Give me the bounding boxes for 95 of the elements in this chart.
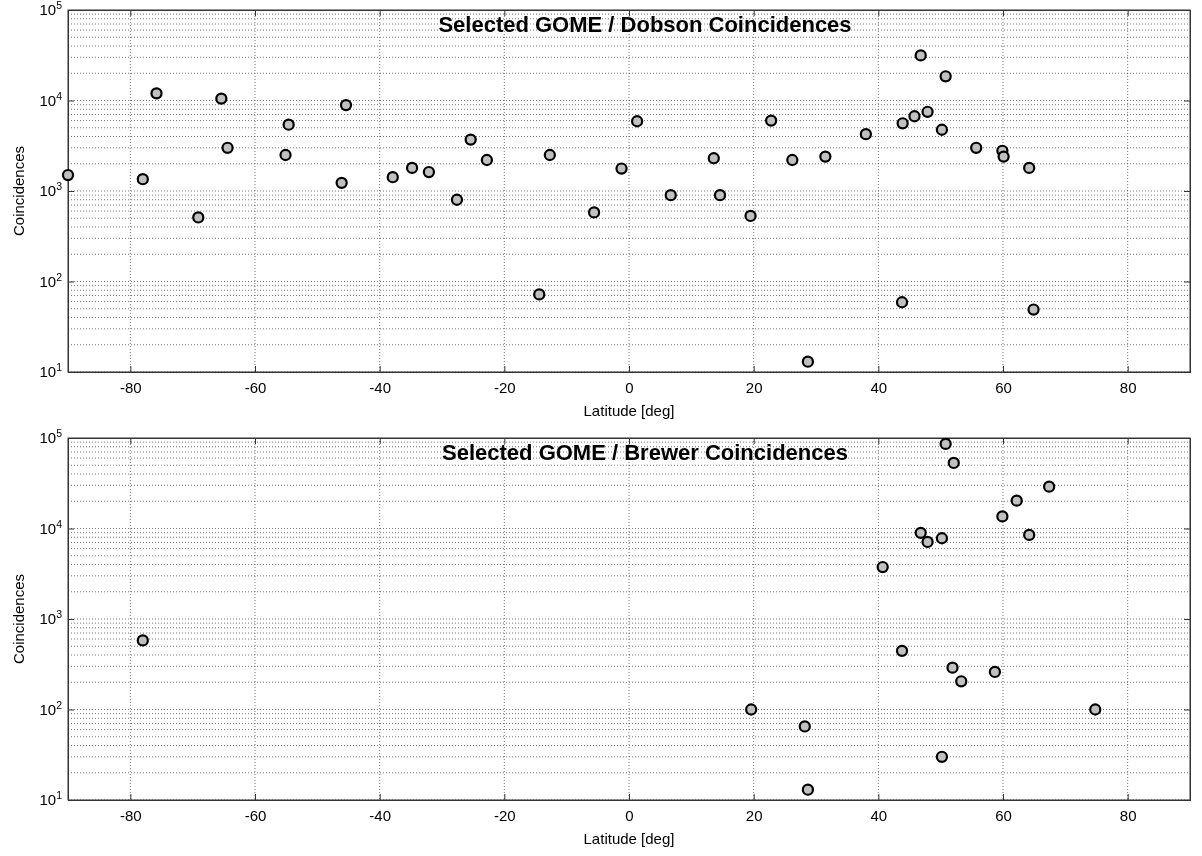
x-tick-label: -20: [493, 806, 516, 824]
x-tick-label: 80: [1119, 378, 1137, 396]
point: [764, 114, 778, 127]
point: [335, 176, 348, 189]
point: [939, 437, 952, 451]
x-tick-label: -40: [369, 378, 392, 396]
point: [798, 720, 811, 733]
point: [1023, 528, 1036, 542]
x-tick-label: -40: [369, 806, 392, 824]
x-tick-label: 0: [625, 806, 634, 824]
point: [801, 783, 815, 796]
point: [744, 209, 757, 223]
point: [150, 87, 163, 100]
point: [61, 168, 75, 182]
x-tick-label: 20: [745, 806, 763, 824]
point: [587, 206, 601, 219]
point: [876, 560, 889, 574]
x-tick-label: -80: [119, 378, 142, 396]
point: [450, 193, 464, 206]
point: [914, 49, 927, 62]
point: [935, 750, 949, 763]
point: [935, 123, 949, 136]
point: [895, 644, 909, 657]
chart-title: Selected GOME / Brewer Coincidences: [442, 440, 848, 465]
point: [895, 296, 909, 309]
point: [1027, 303, 1040, 316]
x-tick-label: 40: [870, 806, 888, 824]
point: [859, 127, 873, 141]
x-axis-title: Latitude [deg]: [583, 402, 675, 419]
chart-title: Selected GOME / Dobson Coincidences: [438, 12, 852, 37]
y-tick-label: 10$^{2}$: [39, 270, 63, 290]
point: [970, 141, 983, 154]
point: [935, 532, 949, 545]
point: [801, 355, 815, 368]
point: [946, 661, 959, 674]
point: [136, 634, 149, 647]
point: [908, 110, 921, 123]
x-tick-label: 40: [870, 378, 888, 396]
y-tick-label: 10$^{3}$: [39, 180, 63, 200]
x-tick-label: -20: [493, 378, 516, 396]
point: [1023, 161, 1036, 175]
point: [1010, 494, 1023, 507]
y-tick-label: 10$^{3}$: [39, 608, 63, 628]
x-axis-title: Latitude [deg]: [583, 830, 675, 847]
x-tick-label: -80: [119, 806, 142, 824]
point: [947, 456, 960, 470]
y-tick-label: 10$^{4}$: [39, 517, 63, 537]
point: [464, 133, 477, 146]
point: [630, 115, 644, 128]
y-tick-label: 10$^{1}$: [39, 361, 63, 381]
point: [996, 510, 1009, 523]
point: [221, 141, 234, 154]
x-tick-label: -60: [244, 378, 267, 396]
point: [1042, 480, 1056, 493]
point: [282, 118, 295, 131]
point: [533, 288, 546, 301]
point: [215, 92, 228, 105]
point: [543, 148, 556, 162]
point: [819, 150, 832, 163]
point: [1089, 703, 1102, 716]
point: [664, 189, 677, 202]
point: [192, 211, 205, 224]
y-tick-label: 10$^{4}$: [39, 89, 63, 109]
point: [939, 70, 952, 83]
y-tick-label: 10$^{5}$: [39, 0, 63, 19]
x-tick-label: 60: [995, 806, 1012, 824]
point: [480, 153, 494, 167]
point: [422, 165, 436, 179]
point: [786, 153, 799, 167]
point: [707, 152, 720, 165]
x-tick-label: 80: [1119, 806, 1137, 824]
point: [896, 117, 909, 130]
x-tick-label: 20: [745, 378, 763, 396]
point: [921, 535, 934, 549]
point: [386, 171, 399, 184]
point: [279, 148, 292, 162]
x-tick-label: 60: [995, 378, 1012, 396]
point: [136, 173, 149, 186]
point: [405, 161, 419, 175]
point: [997, 150, 1010, 163]
point: [955, 675, 968, 688]
y-axis-title: Coincidences: [10, 145, 27, 237]
point: [615, 162, 628, 175]
y-axis-title: Coincidences: [10, 573, 27, 665]
y-tick-label: 10$^{5}$: [39, 427, 63, 447]
point: [745, 703, 758, 716]
point: [339, 98, 353, 112]
point: [921, 105, 934, 118]
x-tick-label: 0: [625, 378, 634, 396]
x-tick-label: -60: [244, 806, 267, 824]
point: [988, 665, 1002, 679]
y-tick-label: 10$^{2}$: [39, 698, 63, 718]
point: [713, 189, 727, 202]
point: [914, 526, 927, 539]
y-tick-label: 10$^{1}$: [39, 789, 63, 809]
